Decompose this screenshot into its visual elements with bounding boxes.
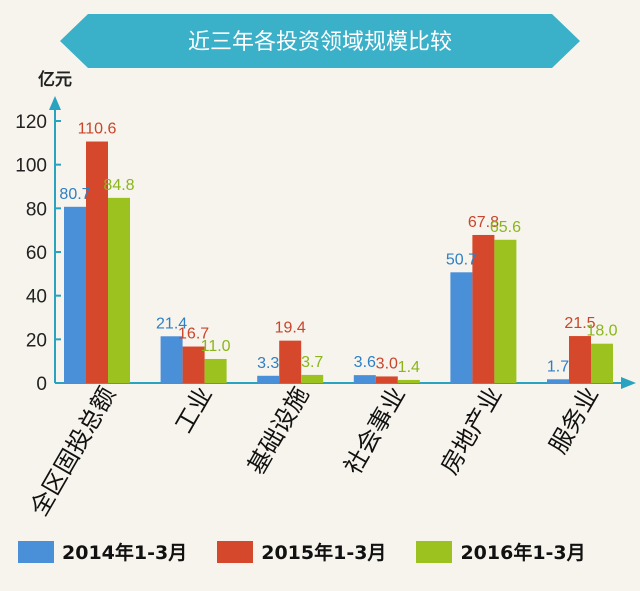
legend-swatch-2016 [416,540,453,563]
y-axis-arrow [49,96,61,110]
data-label: 18.0 [586,323,617,340]
legend-item-2016: 2016年1-3月 [416,538,586,565]
bar [353,375,376,383]
bar [301,374,324,383]
legend-item-2015: 2015年1-3月 [217,538,386,565]
legend-swatch-2015 [217,540,254,563]
category-label: 房地产业 [435,382,507,479]
title-banner [60,14,580,68]
y-axis-unit: 亿元 [38,69,72,90]
bar [86,141,108,383]
bar [160,336,183,383]
y-tick-label: 40 [26,287,47,308]
data-label: 84.8 [103,177,134,194]
data-label: 21.4 [156,315,187,332]
y-tick-label: 120 [15,112,47,133]
legend-item-2014: 2014年1-3月 [18,538,187,565]
y-tick-label: 0 [36,374,47,395]
y-tick-label: 100 [15,156,47,177]
data-label: 11.0 [201,338,231,355]
legend-label-2015: 2015年1-3月 [261,542,387,564]
data-label: 1.7 [547,358,569,375]
bar [375,376,398,383]
chart-title: 近三年各投资领域规模比较 [188,30,452,55]
category-label: 服务业 [544,382,604,458]
bar [591,343,613,383]
data-label: 65.6 [490,219,521,236]
x-axis-arrow [621,377,636,389]
bar [472,234,495,383]
legend-swatch-2014 [18,540,54,563]
bar [182,346,205,383]
data-label: 50.7 [446,251,477,268]
bar [279,340,302,383]
bar [64,206,86,383]
legend-label-2016: 2016年1-3月 [460,542,586,564]
bar [108,197,130,383]
data-label: 21.5 [564,315,595,332]
data-label: 3.0 [376,355,398,372]
legend: 2014年1-3月 2015年1-3月 2016年1-3月 [18,538,586,565]
bar [450,272,473,383]
data-label: 1.4 [398,359,420,376]
data-label: 19.4 [275,320,306,337]
data-label: 3.6 [354,354,376,371]
category-label: 全区固投总额 [25,382,121,521]
bar [569,336,591,383]
bar [397,379,420,383]
data-label: 3.7 [301,354,323,371]
category-label: 工业 [170,382,218,438]
y-tick-label: 80 [26,199,47,220]
category-label: 社会事业 [339,382,411,479]
data-label: 80.7 [59,186,90,203]
bar [547,379,569,383]
y-tick-label: 20 [26,330,47,351]
bar [257,375,280,383]
legend-label-2014: 2014年1-3月 [62,542,188,564]
data-label: 16.7 [178,326,209,343]
data-label: 110.6 [78,121,117,138]
category-label: 基础设施 [242,382,314,479]
bar [204,358,227,383]
data-label: 67.8 [468,214,499,231]
y-tick-label: 60 [26,243,47,264]
data-label: 3.3 [257,355,279,372]
bar [494,239,517,383]
